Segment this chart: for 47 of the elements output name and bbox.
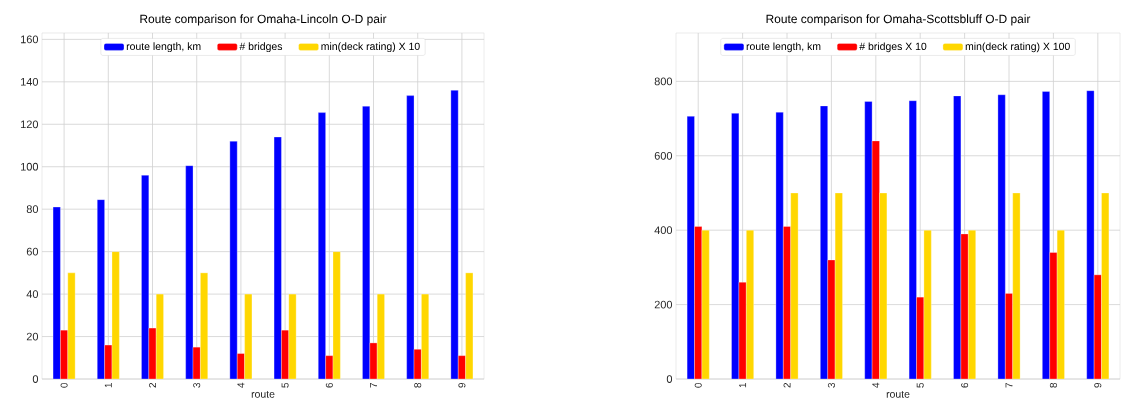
x-tick-label: 0: [694, 382, 702, 388]
chart-title: Route comparison for Omaha-Lincoln O-D pair: [140, 14, 387, 26]
y-tick-label: 120: [21, 120, 39, 129]
legend-label: # bridges X 10: [859, 42, 927, 53]
legend-label: route length, km: [126, 42, 201, 53]
bar: [67, 272, 76, 379]
x-tick-label: 7: [1005, 383, 1013, 388]
x-tick-label: 9: [1094, 382, 1102, 388]
x-tick-label: 4: [872, 382, 880, 388]
x-tick-label: 8: [1049, 382, 1057, 388]
x-tick-label: 4: [237, 382, 245, 388]
x-tick-label: 1: [739, 383, 747, 388]
x-tick-label: 6: [961, 382, 969, 388]
bar: [288, 293, 297, 379]
x-axis-title: route: [251, 390, 275, 398]
bar: [148, 327, 157, 379]
x-tick-label: 2: [783, 383, 791, 388]
chart-title: Route comparison for Omaha-Scottsbluff O-D pair: [766, 14, 1031, 26]
x-tick-label: 5: [281, 382, 289, 388]
y-tick-label: 20: [26, 332, 39, 341]
y-tick-label: 200: [654, 300, 673, 309]
x-tick-label: 3: [827, 382, 835, 388]
y-tick-label: 0: [32, 375, 39, 383]
legend-label: min(deck rating) X 10: [321, 42, 420, 53]
y-tick-label: 140: [21, 77, 39, 86]
y-tick-label: 60: [26, 247, 39, 256]
y-tick-label: 80: [26, 205, 39, 214]
x-tick-label: 5: [916, 382, 924, 388]
x-tick-label: 3: [193, 382, 201, 388]
y-tick-label: 800: [654, 77, 673, 86]
x-tick-label: 6: [325, 382, 333, 388]
x-tick-label: 2: [149, 383, 156, 388]
y-tick-label: 0: [666, 375, 673, 383]
y-tick-label: 600: [654, 151, 673, 160]
legend-label: min(deck rating) X 100: [965, 42, 1070, 53]
x-tick-label: 8: [414, 382, 422, 388]
x-tick-label: 7: [370, 383, 377, 388]
x-tick-label: 1: [104, 383, 112, 388]
legend-label: route length, km: [746, 42, 821, 53]
x-tick-label: 9: [458, 382, 466, 388]
y-tick-label: 40: [26, 290, 39, 298]
y-tick-label: 160: [21, 35, 39, 44]
legend-label: # bridges: [239, 42, 283, 53]
y-tick-label: 400: [654, 226, 673, 235]
y-tick-label: 100: [21, 162, 39, 171]
x-tick-label: 0: [60, 382, 68, 388]
x-axis-title: route: [886, 390, 910, 398]
